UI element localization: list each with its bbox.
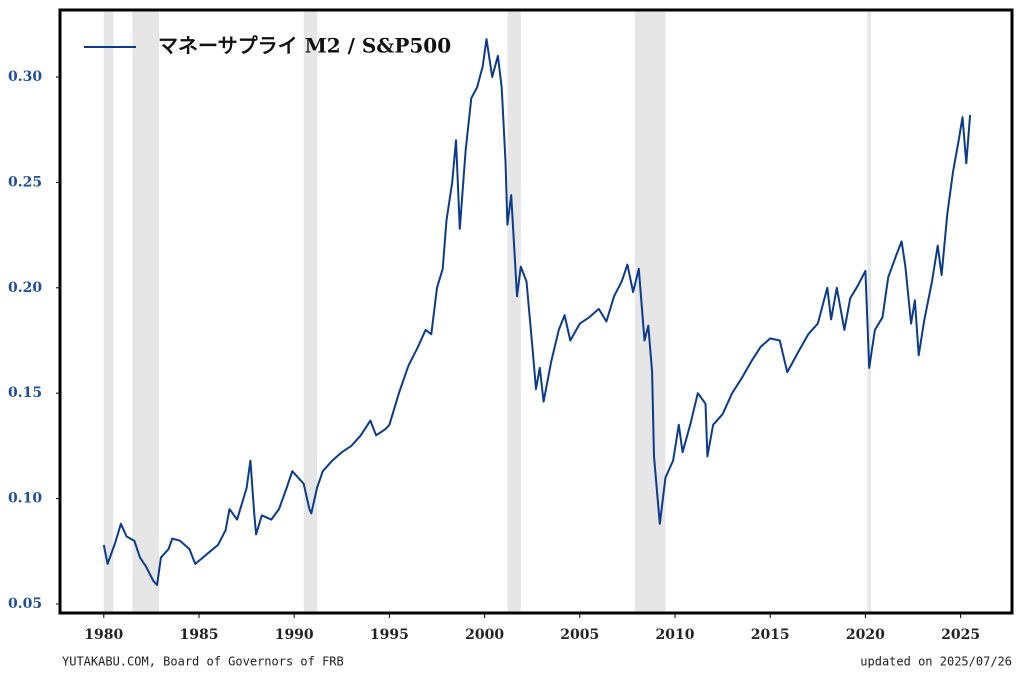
updated: updated on 2025/07/26 <box>860 655 1012 669</box>
plot <box>102 38 972 586</box>
plot-frame <box>58 8 1014 615</box>
y-tick-label: 0.20 <box>8 280 42 296</box>
y-tick-label: 0.05 <box>8 596 42 612</box>
x-tick-label: 2025 <box>941 627 980 643</box>
x-tick-label: 1985 <box>180 627 219 643</box>
y-tick-label: 0.30 <box>8 69 42 85</box>
x-tick-label: 2015 <box>751 627 790 643</box>
recession-band <box>132 10 160 613</box>
x-tick-label: 1990 <box>275 627 314 643</box>
data-line <box>102 38 972 586</box>
y-tick-label: 0.10 <box>8 491 42 507</box>
x-tick-label: 2000 <box>465 627 504 643</box>
recession-band <box>103 10 114 613</box>
recession-band <box>867 10 872 613</box>
x-tick-label: 2005 <box>560 627 599 643</box>
y-tick-label: 0.15 <box>8 385 42 401</box>
legend-label: マネーサプライ M2 / S&P500 <box>158 34 451 58</box>
x-tick-label: 2010 <box>656 627 695 643</box>
recession-band <box>303 10 318 613</box>
x-tick-label: 2020 <box>846 627 885 643</box>
x-tick-label: 1995 <box>370 627 409 643</box>
source: YUTAKABU.COM, Board of Governors of FRB <box>62 655 344 669</box>
x-tick-label: 1980 <box>84 627 123 643</box>
shading <box>103 10 872 613</box>
y-tick-label: 0.25 <box>8 174 42 190</box>
recession-band <box>507 10 521 613</box>
